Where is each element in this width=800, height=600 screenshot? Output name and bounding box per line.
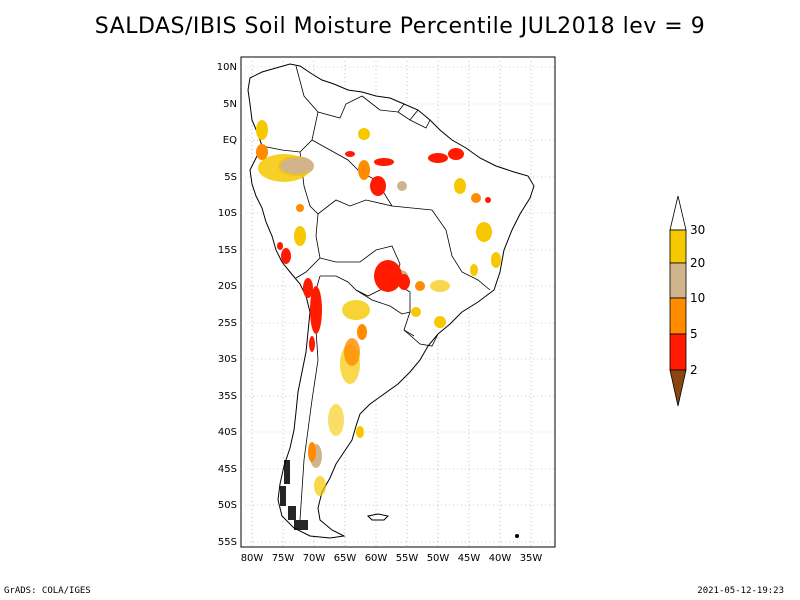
lon-label: 60W	[365, 553, 388, 564]
colorbar-segment	[669, 297, 687, 335]
lat-label: 40S	[218, 427, 237, 438]
lat-label: 45S	[218, 464, 237, 475]
percentile-shading	[256, 120, 501, 496]
lat-label: 15S	[218, 245, 237, 256]
colorbar-label: 2	[690, 363, 698, 377]
credit-label: GrADS: COLA/IGES	[4, 586, 91, 596]
lon-label: 50W	[427, 553, 450, 564]
latitude-labels: 10N 5N EQ 5S 10S 15S 20S 25S 30S 35S 40S…	[217, 62, 237, 548]
colorbar-label: 20	[690, 256, 705, 270]
colorbar	[669, 195, 687, 407]
lat-label: 25S	[218, 318, 237, 329]
longitude-labels: 80W 75W 70W 65W 60W 55W 50W 45W 40W 35W	[241, 553, 543, 564]
fjord-coast	[280, 460, 308, 530]
colorbar-label: 5	[690, 327, 698, 341]
lat-label: 20S	[218, 281, 237, 292]
falkland-islands	[366, 513, 390, 521]
lat-label: 35S	[218, 391, 237, 402]
lat-label: EQ	[223, 135, 237, 146]
lon-label: 80W	[241, 553, 264, 564]
colorbar-label: 10	[690, 291, 705, 305]
colorbar-segment	[669, 262, 687, 299]
lat-label: 30S	[218, 354, 237, 365]
lat-label: 10S	[218, 208, 237, 219]
lat-label: 5N	[223, 99, 237, 110]
lon-label: 40W	[489, 553, 512, 564]
lon-label: 70W	[303, 553, 326, 564]
map-title: SALDAS/IBIS Soil Moisture Percentile JUL…	[94, 14, 706, 39]
lon-label: 65W	[334, 553, 357, 564]
colorbar-labels: 30 20 10 5 2	[690, 223, 705, 377]
colorbar-label: 30	[690, 223, 705, 237]
lon-label: 35W	[520, 553, 543, 564]
lon-label: 55W	[396, 553, 419, 564]
lon-label: 45W	[458, 553, 481, 564]
colorbar-bottom-arrow	[669, 369, 687, 407]
lon-label: 75W	[272, 553, 295, 564]
colorbar-top-arrow	[669, 195, 687, 231]
colorbar-segment	[669, 229, 687, 264]
lat-label: 10N	[217, 62, 237, 73]
timestamp-label: 2021-05-12-19:23	[697, 586, 784, 596]
lat-label: 5S	[224, 172, 237, 183]
island-marker	[515, 534, 519, 538]
lat-label: 50S	[218, 500, 237, 511]
colorbar-segment	[669, 333, 687, 371]
lat-label: 55S	[218, 537, 237, 548]
